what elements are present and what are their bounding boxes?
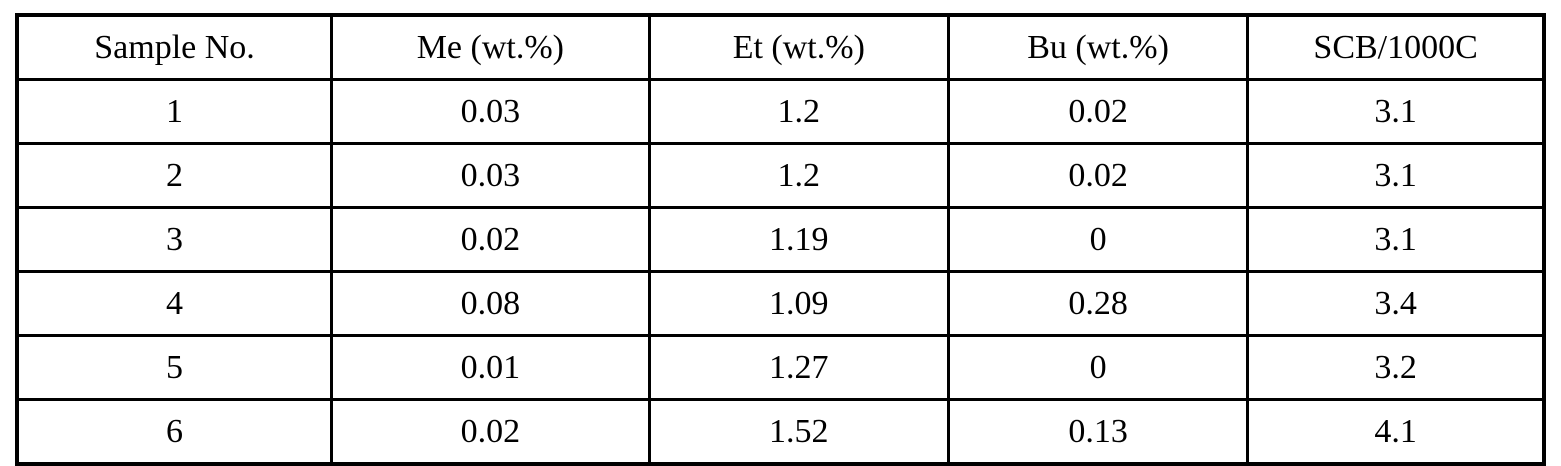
header-bu: Bu (wt.%): [946, 13, 1250, 81]
sample-properties-table: Sample No. Me (wt.%) Et (wt.%) Bu (wt.%)…: [15, 13, 1546, 466]
cell-me: 0.03: [330, 142, 651, 209]
cell-scb: 4.1: [1246, 398, 1546, 466]
cell-sample: 3: [15, 206, 334, 273]
table-row: 6 0.02 1.52 0.13 4.1: [15, 398, 1546, 466]
cell-sample: 4: [15, 270, 334, 337]
cell-et: 1.2: [647, 78, 950, 145]
cell-scb: 3.1: [1246, 142, 1546, 209]
cell-scb: 3.4: [1246, 270, 1546, 337]
cell-sample: 5: [15, 334, 334, 401]
cell-et: 1.19: [647, 206, 950, 273]
cell-et: 1.2: [647, 142, 950, 209]
table-row: 4 0.08 1.09 0.28 3.4: [15, 270, 1546, 337]
cell-bu: 0.28: [946, 270, 1250, 337]
header-me: Me (wt.%): [330, 13, 651, 81]
cell-sample: 6: [15, 398, 334, 466]
cell-sample: 1: [15, 78, 334, 145]
cell-bu: 0: [946, 206, 1250, 273]
cell-et: 1.09: [647, 270, 950, 337]
cell-bu: 0: [946, 334, 1250, 401]
cell-me: 0.02: [330, 398, 651, 466]
cell-bu: 0.02: [946, 78, 1250, 145]
table-row: 1 0.03 1.2 0.02 3.1: [15, 78, 1546, 145]
cell-me: 0.08: [330, 270, 651, 337]
cell-me: 0.02: [330, 206, 651, 273]
cell-sample: 2: [15, 142, 334, 209]
cell-scb: 3.2: [1246, 334, 1546, 401]
cell-et: 1.27: [647, 334, 950, 401]
table-row: 5 0.01 1.27 0 3.2: [15, 334, 1546, 401]
header-scb: SCB/1000C: [1246, 13, 1546, 81]
cell-et: 1.52: [647, 398, 950, 466]
cell-scb: 3.1: [1246, 78, 1546, 145]
table-row: 3 0.02 1.19 0 3.1: [15, 206, 1546, 273]
header-et: Et (wt.%): [647, 13, 950, 81]
cell-bu: 0.13: [946, 398, 1250, 466]
header-sample-no: Sample No.: [15, 13, 334, 81]
cell-me: 0.03: [330, 78, 651, 145]
table-row: 2 0.03 1.2 0.02 3.1: [15, 142, 1546, 209]
cell-me: 0.01: [330, 334, 651, 401]
cell-bu: 0.02: [946, 142, 1250, 209]
cell-scb: 3.1: [1246, 206, 1546, 273]
data-table-container: Sample No. Me (wt.%) Et (wt.%) Bu (wt.%)…: [15, 13, 1546, 466]
header-row: Sample No. Me (wt.%) Et (wt.%) Bu (wt.%)…: [15, 13, 1546, 81]
